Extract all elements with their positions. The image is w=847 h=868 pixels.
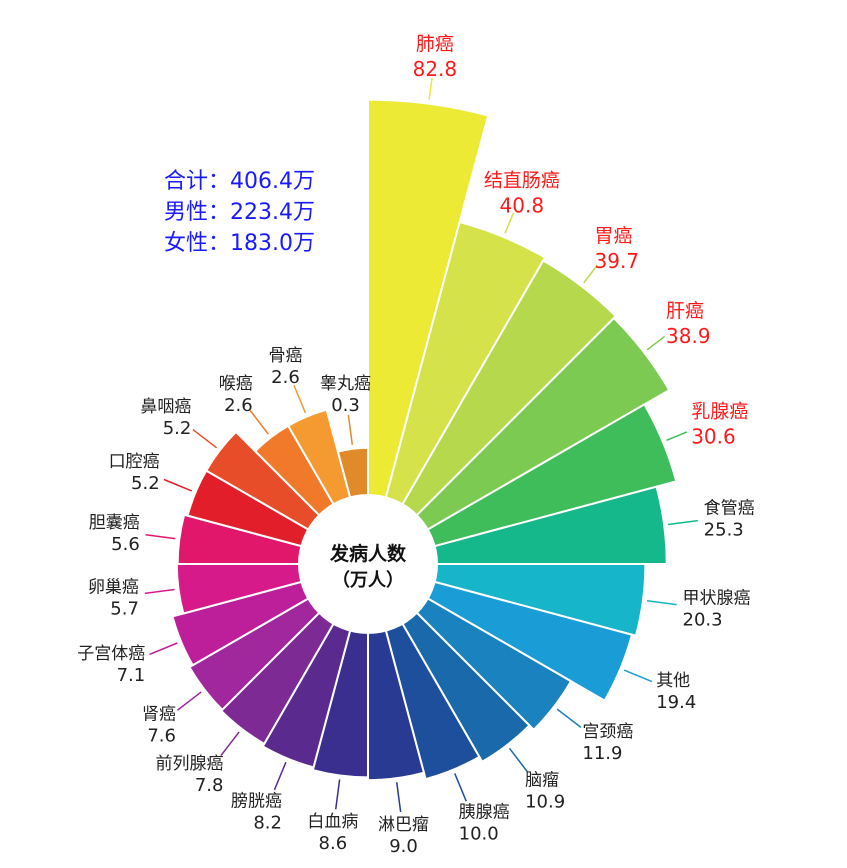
label-value-11: 9.0 bbox=[389, 836, 418, 857]
label-name-6: 甲状腺癌 bbox=[683, 589, 751, 609]
leader-line-2 bbox=[583, 264, 598, 284]
label-name-15: 肾癌 bbox=[142, 705, 176, 725]
label-name-8: 宫颈癌 bbox=[582, 722, 633, 742]
label-name-23: 睾丸癌 bbox=[320, 374, 371, 394]
leader-line-9 bbox=[508, 747, 529, 773]
leader-line-12 bbox=[334, 779, 341, 810]
label-value-12: 8.6 bbox=[319, 833, 348, 854]
center-title: 发病人数 bbox=[329, 542, 407, 565]
label-name-22: 骨癌 bbox=[268, 346, 302, 366]
label-name-4: 乳腺癌 bbox=[691, 401, 748, 423]
summary-female: 女性：183.0万 bbox=[164, 231, 315, 256]
label-name-21: 喉癌 bbox=[219, 374, 253, 394]
leader-line-17 bbox=[144, 588, 175, 595]
label-name-20: 鼻咽癌 bbox=[140, 397, 191, 417]
leader-line-3 bbox=[646, 335, 666, 351]
leader-line-4 bbox=[666, 431, 688, 442]
label-name-9: 脑瘤 bbox=[525, 771, 559, 791]
label-value-23: 0.3 bbox=[331, 395, 360, 416]
label-name-17: 卵巢癌 bbox=[88, 577, 139, 597]
label-name-5: 食管癌 bbox=[704, 499, 755, 519]
center-hole bbox=[298, 494, 438, 634]
leader-line-16 bbox=[149, 642, 178, 656]
label-name-3: 肝癌 bbox=[666, 300, 704, 322]
leader-line-8 bbox=[556, 708, 582, 728]
center-unit: （万人） bbox=[332, 570, 404, 591]
leader-line-14 bbox=[220, 731, 240, 757]
leader-line-15 bbox=[176, 691, 202, 711]
label-value-5: 25.3 bbox=[704, 520, 744, 541]
label-value-1: 40.8 bbox=[500, 194, 545, 218]
label-name-1: 结直肠癌 bbox=[484, 170, 560, 192]
leader-line-7 bbox=[623, 669, 653, 683]
label-value-16: 7.1 bbox=[117, 665, 146, 686]
label-value-9: 10.9 bbox=[525, 792, 565, 813]
leader-line-11 bbox=[395, 782, 402, 813]
label-value-15: 7.6 bbox=[147, 726, 176, 747]
leader-lines-group bbox=[144, 77, 698, 813]
label-value-13: 8.2 bbox=[253, 812, 282, 833]
label-value-4: 30.6 bbox=[691, 425, 736, 449]
leader-line-23 bbox=[347, 414, 354, 445]
leader-line-6 bbox=[646, 599, 677, 606]
label-value-3: 38.9 bbox=[666, 324, 711, 348]
label-value-6: 20.3 bbox=[683, 610, 723, 631]
label-value-19: 5.2 bbox=[131, 473, 160, 494]
label-name-12: 白血病 bbox=[307, 812, 358, 832]
label-name-18: 胆囊癌 bbox=[89, 513, 140, 533]
label-value-22: 2.6 bbox=[271, 367, 300, 388]
label-name-11: 淋巴瘤 bbox=[378, 815, 429, 835]
summary-male: 男性：223.4万 bbox=[164, 200, 315, 225]
label-value-7: 19.4 bbox=[656, 692, 696, 713]
label-value-21: 2.6 bbox=[224, 395, 253, 416]
label-value-2: 39.7 bbox=[595, 249, 640, 273]
label-value-18: 5.6 bbox=[111, 534, 140, 555]
leader-line-19 bbox=[163, 478, 193, 492]
label-name-19: 口腔癌 bbox=[109, 452, 160, 472]
leader-line-18 bbox=[145, 533, 176, 540]
label-value-14: 7.8 bbox=[195, 775, 224, 796]
label-value-17: 5.7 bbox=[110, 598, 139, 619]
leader-line-21 bbox=[249, 409, 269, 435]
label-value-20: 5.2 bbox=[163, 418, 192, 439]
leader-line-20 bbox=[192, 428, 218, 449]
label-value-10: 10.0 bbox=[459, 823, 499, 844]
label-value-0: 82.8 bbox=[413, 57, 458, 81]
leader-line-22 bbox=[293, 384, 307, 414]
label-name-7: 其他 bbox=[656, 671, 690, 691]
label-name-0: 肺癌 bbox=[416, 33, 454, 55]
label-name-13: 膀胱癌 bbox=[231, 791, 282, 811]
label-name-14: 前列腺癌 bbox=[155, 754, 223, 774]
label-value-8: 11.9 bbox=[582, 743, 622, 764]
summary-box: 合计：406.4万 男性：223.4万 女性：183.0万 bbox=[164, 166, 315, 259]
summary-total: 合计：406.4万 bbox=[164, 169, 315, 194]
leader-line-10 bbox=[454, 773, 467, 802]
leader-line-1 bbox=[504, 212, 515, 234]
leader-line-0 bbox=[428, 77, 433, 100]
label-name-10: 胰腺癌 bbox=[459, 802, 510, 822]
leader-line-13 bbox=[273, 761, 287, 791]
label-name-16: 子宫体癌 bbox=[77, 644, 145, 664]
leader-line-5 bbox=[668, 519, 698, 526]
label-name-2: 胃癌 bbox=[595, 225, 633, 247]
